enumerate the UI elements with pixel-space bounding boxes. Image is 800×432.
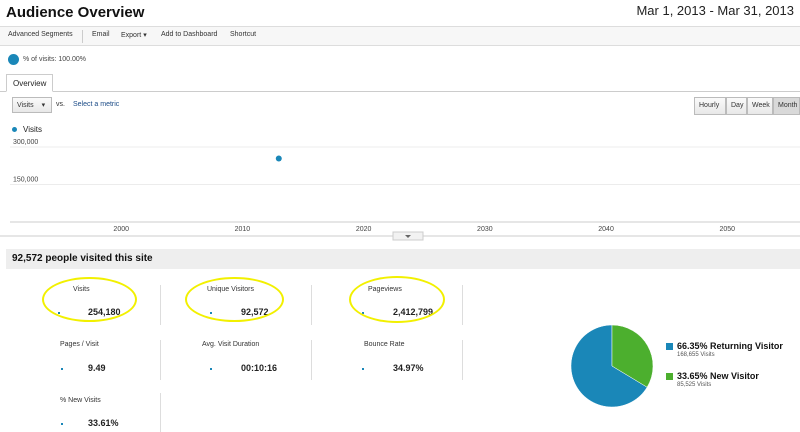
- sparkline-icon: [61, 423, 63, 425]
- metric-value: 9.49: [88, 363, 106, 373]
- returning-visitor-label: 66.35% Returning Visitor: [677, 341, 783, 351]
- new-swatch-icon: [666, 373, 673, 380]
- summary-text: 92,572 people visited this site: [12, 253, 153, 264]
- segment-text: % of visits: 100.00%: [23, 56, 87, 63]
- pie-legend-returning: 66.35% Returning Visitor 168,655 Visits: [666, 341, 783, 358]
- chevron-down-icon: ▾: [41, 102, 46, 109]
- toolbar-divider: [82, 30, 83, 43]
- x-tick-label: 2000: [113, 226, 129, 233]
- month-button[interactable]: Month: [773, 97, 800, 115]
- metric-card-new-visits[interactable]: % New Visits 33.61%: [40, 388, 180, 432]
- card-divider: [311, 285, 312, 325]
- tab-bar: Overview: [0, 74, 800, 92]
- metric-value: 00:10:16: [241, 363, 278, 373]
- pie-segment-icon: [8, 54, 19, 65]
- metric-label: Avg. Visit Duration: [202, 341, 260, 348]
- chart-legend: Visits: [12, 125, 42, 134]
- card-divider: [160, 393, 161, 432]
- week-button[interactable]: Week: [747, 97, 773, 115]
- card-divider: [311, 340, 312, 380]
- x-tick-label: 2020: [356, 226, 372, 233]
- highlight-ellipse: [349, 276, 445, 323]
- metric-card-bounce-rate[interactable]: Bounce Rate 34.97%: [350, 332, 490, 378]
- returning-visits-count: 168,655 Visits: [677, 352, 715, 358]
- day-button[interactable]: Day: [726, 97, 747, 115]
- chevron-down-icon: ▾: [143, 32, 147, 39]
- metric-card-pages-per-visit[interactable]: Pages / Visit 9.49: [40, 332, 180, 378]
- page-title: Audience Overview: [6, 4, 145, 21]
- advanced-segments-button[interactable]: Advanced Segments: [8, 31, 73, 38]
- metric-label: % New Visits: [60, 397, 101, 404]
- card-divider: [160, 285, 161, 325]
- metric-dropdown-label: Visits: [17, 102, 34, 109]
- y-tick-label: 300,000: [13, 139, 38, 146]
- metric-value: 33.61%: [88, 418, 119, 428]
- report-toolbar: Advanced Segments Email Export ▾ Add to …: [0, 26, 800, 46]
- series-marker-icon: [12, 127, 17, 132]
- visits-chart: 300,000 150,000 2000 2010 2020 2030 2040 2050: [0, 139, 800, 241]
- legend-label: Visits: [23, 125, 42, 134]
- highlight-ellipse: [185, 277, 284, 322]
- metric-label: Pages / Visit: [60, 341, 99, 348]
- x-tick-label: 2010: [235, 226, 251, 233]
- metric-card-avg-visit-duration[interactable]: Avg. Visit Duration 00:10:16: [185, 332, 325, 378]
- card-divider: [462, 340, 463, 380]
- data-point: [275, 155, 282, 162]
- metric-dropdown[interactable]: Visits ▾: [12, 97, 52, 113]
- hourly-button[interactable]: Hourly: [694, 97, 726, 115]
- x-tick-label: 2050: [719, 226, 735, 233]
- sparkline-icon: [362, 368, 364, 370]
- card-divider: [160, 340, 161, 380]
- pie-legend-new: 33.65% New Visitor 85,525 Visits: [666, 371, 759, 388]
- new-visits-count: 85,525 Visits: [677, 382, 712, 388]
- metric-value: 34.97%: [393, 363, 424, 373]
- card-divider: [462, 285, 463, 325]
- x-tick-label: 2040: [598, 226, 614, 233]
- email-button[interactable]: Email: [92, 31, 110, 38]
- vs-label: vs.: [56, 101, 65, 108]
- highlight-ellipse: [42, 277, 137, 322]
- visitor-type-pie-chart: [570, 324, 654, 408]
- sparkline-icon: [210, 368, 212, 370]
- sparkline-icon: [61, 368, 63, 370]
- metric-label: Bounce Rate: [364, 341, 405, 348]
- new-visitor-label: 33.65% New Visitor: [677, 371, 759, 381]
- date-range-picker[interactable]: Mar 1, 2013 - Mar 31, 2013: [636, 3, 794, 18]
- add-to-dashboard-button[interactable]: Add to Dashboard: [161, 31, 218, 38]
- shortcut-button[interactable]: Shortcut: [230, 31, 257, 38]
- select-metric-link[interactable]: Select a metric: [73, 101, 120, 108]
- export-label: Export: [121, 32, 142, 39]
- chevron-down-icon: [405, 235, 411, 238]
- summary-bar: 92,572 people visited this site: [6, 249, 800, 269]
- x-tick-label: 2030: [477, 226, 493, 233]
- pie-slice-returning: [570, 324, 648, 408]
- returning-swatch-icon: [666, 343, 673, 350]
- y-tick-label: 150,000: [13, 177, 38, 184]
- segment-indicator[interactable]: % of visits: 100.00%: [8, 54, 86, 65]
- pie-slice-new: [611, 324, 654, 388]
- export-button[interactable]: Export ▾: [121, 31, 147, 39]
- tab-overview[interactable]: Overview: [6, 74, 54, 92]
